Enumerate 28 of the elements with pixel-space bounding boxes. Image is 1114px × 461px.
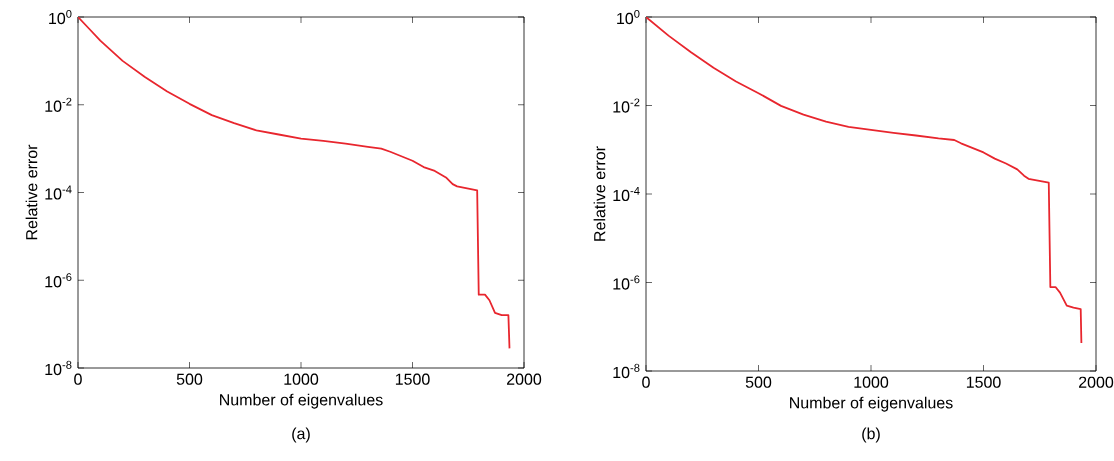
y-tick-label: 10$^{-2}$ — [45, 97, 72, 112]
x-tick-label: 1000 — [284, 373, 319, 385]
y-tick-label: 10$^{-2}$ — [613, 98, 640, 113]
y-tick-label: 10$^{-4}$ — [613, 186, 640, 202]
x-axis-title: Number of eigenvalues — [790, 396, 953, 412]
y-tick-label: 10$^{-6}$ — [45, 273, 72, 288]
x-tick-label: 1500 — [966, 376, 1001, 388]
y-tick-label: 10$^{0}$ — [49, 9, 72, 25]
text: (b) — [862, 427, 880, 443]
x-axis-title: Number of eigenvalues — [220, 393, 383, 409]
text: (a) — [292, 427, 310, 443]
line-series — [646, 17, 1083, 344]
x-tick-label: 0 — [74, 373, 82, 385]
y-tick-label: 10$^{-6}$ — [613, 275, 640, 290]
y-tick-label: 10$^{-8}$ — [45, 360, 72, 376]
y-axis-title: Relative error — [593, 146, 606, 241]
y-axis-title: Relative error — [25, 144, 38, 240]
x-tick-label: 2000 — [507, 373, 542, 385]
x-tick-label: 500 — [745, 376, 772, 388]
y-tick-label: 10$^{0}$ — [617, 9, 640, 25]
x-tick-label: 0 — [642, 376, 650, 388]
x-tick-label: 500 — [176, 373, 203, 385]
x-tick-label: 1000 — [854, 376, 889, 388]
y-tick-label: 10$^{-4}$ — [45, 185, 72, 200]
x-tick-label: 1500 — [395, 373, 430, 385]
x-tick-label: 2000 — [1079, 376, 1114, 388]
y-tick-label: 10$^{-8}$ — [613, 363, 640, 379]
line-series — [78, 17, 511, 350]
